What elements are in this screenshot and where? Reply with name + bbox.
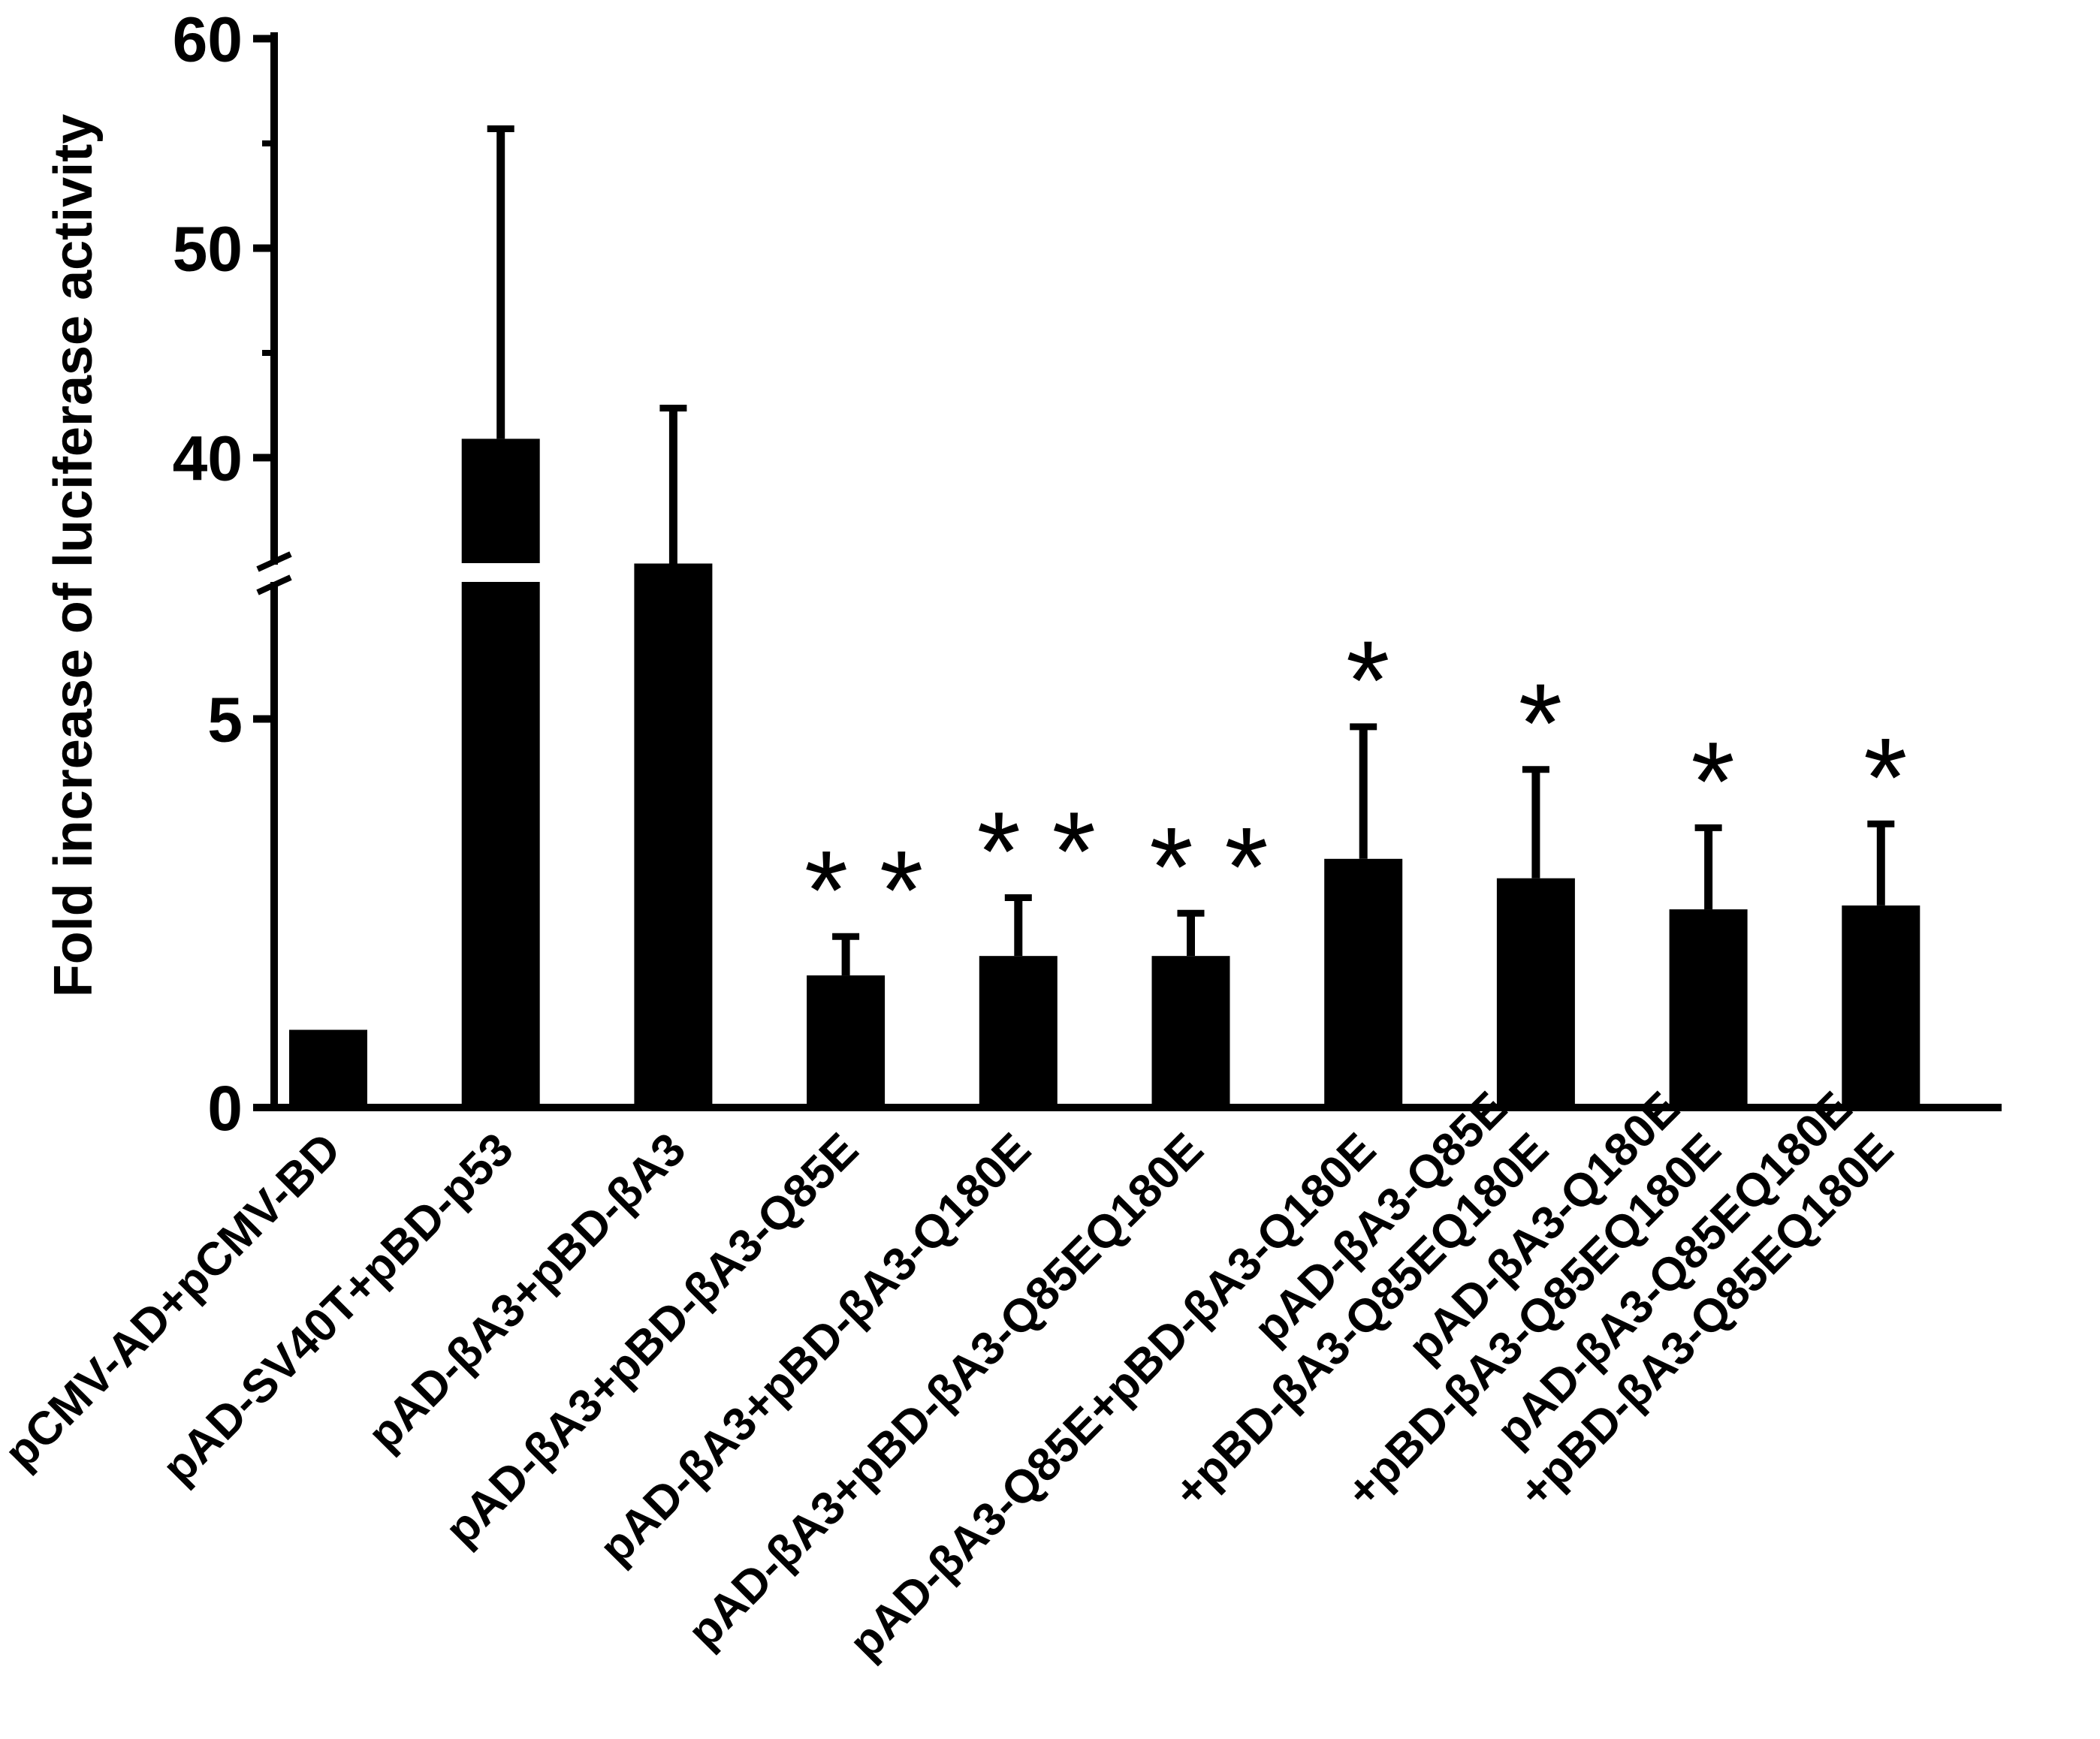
bar-2-lower [461, 582, 540, 1108]
y-axis-title: Fold increase of luciferase activity [44, 114, 104, 997]
y-tick-label-0: 0 [207, 1073, 243, 1144]
y-axis: 0 5 40 50 60 [173, 5, 2002, 1144]
y-tick-label-40: 40 [173, 423, 243, 494]
bar-1 [289, 1029, 367, 1108]
axis-break-mark-bottom [256, 574, 292, 595]
bar-10 [1842, 905, 1920, 1108]
y-tick-label-60: 60 [173, 5, 243, 75]
x-axis-labels: pCMV-AD+pCMV-BDpAD-SV40T+pBD-p53pAD-βA3+… [0, 1082, 1903, 1669]
significance-mark-9: * [1691, 718, 1734, 844]
bar-2-upper [461, 439, 540, 563]
error-bars-layer [487, 125, 1895, 976]
category-label-3: pAD-βA3+pBD-βA3 [358, 1123, 695, 1460]
category-label-2-line-1: pAD-SV40T+pBD-p53 [152, 1123, 523, 1493]
bar-5 [979, 956, 1058, 1108]
bar-3 [634, 563, 713, 1108]
bar-9 [1669, 909, 1748, 1108]
category-label-10-line-1: pAD-βA3-Q85EQ180E [1487, 1082, 1862, 1457]
bar-7 [1324, 858, 1403, 1108]
significance-mark-5: * * [977, 788, 1096, 915]
significance-mark-8: * [1519, 660, 1562, 786]
significance-mark-4: * * [804, 827, 923, 953]
category-label-2: pAD-SV40T+pBD-p53 [152, 1123, 523, 1493]
axis-break-mark-top [256, 551, 292, 572]
category-label-1-line-1: pCMV-AD+pCMV-BD [0, 1123, 351, 1479]
category-label-1: pCMV-AD+pCMV-BD [0, 1123, 351, 1479]
bar-6 [1151, 956, 1230, 1108]
y-tick-label-5: 5 [207, 685, 243, 755]
bar-8 [1496, 878, 1575, 1108]
significance-mark-10: * [1863, 714, 1907, 840]
bar-4 [807, 975, 886, 1108]
significance-mark-7: * [1346, 617, 1389, 743]
significance-markers: * * * * * * * * * * [804, 617, 1908, 953]
significance-mark-6: * * [1149, 803, 1268, 930]
y-tick-label-50: 50 [173, 214, 243, 285]
bars-layer [289, 439, 1920, 1108]
category-label-3-line-1: pAD-βA3+pBD-βA3 [358, 1123, 695, 1460]
